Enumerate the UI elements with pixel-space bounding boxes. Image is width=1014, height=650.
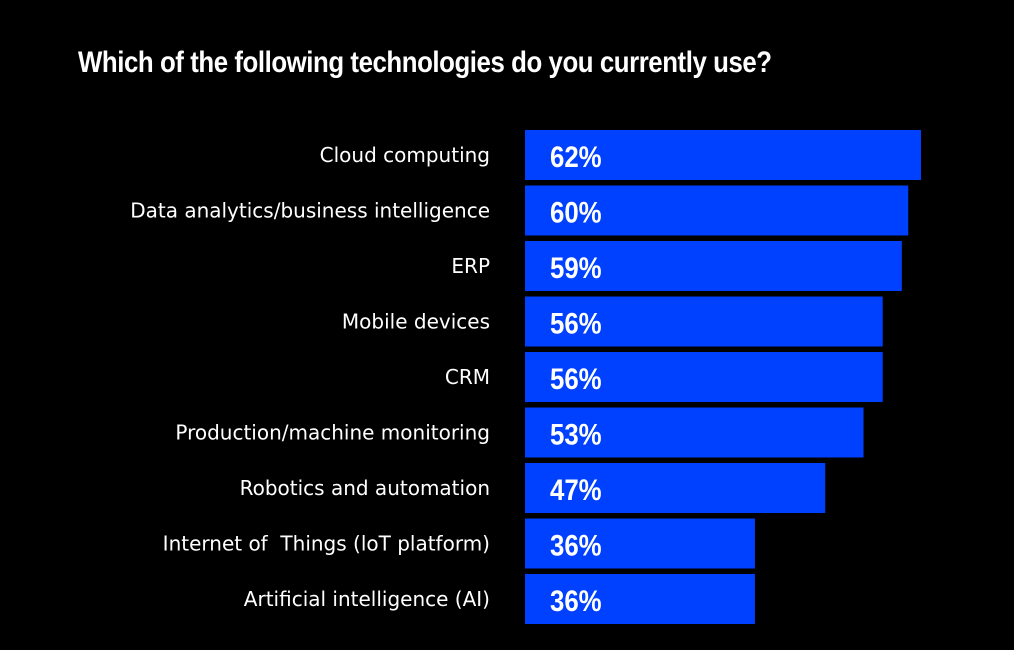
bar-1 bbox=[525, 185, 909, 236]
chart-title: Which of the following technologies do y… bbox=[78, 46, 772, 79]
value-label: 62% bbox=[550, 140, 602, 173]
category-label: CRM bbox=[445, 365, 490, 389]
bar-6 bbox=[525, 463, 826, 513]
bar-3 bbox=[525, 296, 883, 347]
category-label: Robotics and automation bbox=[240, 476, 490, 500]
value-label: 53% bbox=[550, 418, 602, 451]
value-label: 60% bbox=[550, 196, 602, 229]
category-label: Production/machine monitoring bbox=[175, 421, 490, 445]
category-label: Data analytics/business intelligence bbox=[130, 199, 490, 223]
value-label: 36% bbox=[550, 529, 602, 562]
category-label: Mobile devices bbox=[342, 310, 490, 334]
value-label: 36% bbox=[550, 584, 602, 617]
category-label: ERP bbox=[451, 254, 490, 278]
value-label: 47% bbox=[550, 473, 602, 506]
value-label: 56% bbox=[550, 307, 602, 340]
category-label: Internet of Things (loT platform) bbox=[163, 532, 490, 556]
bar-8 bbox=[525, 574, 755, 624]
bar-2 bbox=[525, 241, 902, 291]
value-label: 59% bbox=[550, 251, 602, 284]
bar-7 bbox=[525, 518, 755, 569]
bar-5 bbox=[525, 407, 864, 458]
bar-0 bbox=[525, 130, 921, 180]
category-label: Cloud computing bbox=[320, 143, 490, 167]
value-label: 56% bbox=[550, 362, 602, 395]
bar-4 bbox=[525, 352, 883, 402]
category-label: Artificial intelligence (AI) bbox=[244, 587, 490, 611]
